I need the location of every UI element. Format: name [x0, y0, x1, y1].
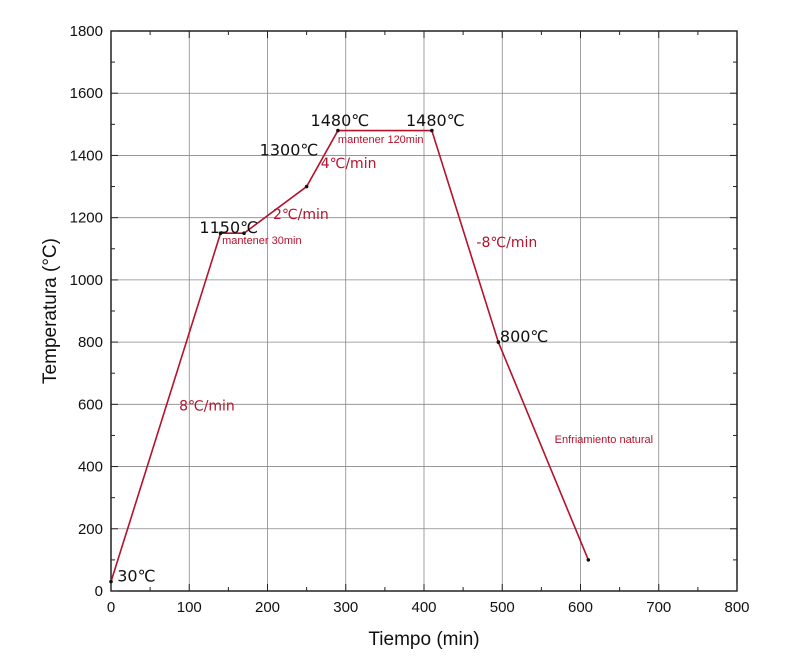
- y-tick-labels: 0 200 400 600 800 1000 1200 1400 1600 1800: [70, 23, 103, 600]
- y-tick-label: 1800: [70, 23, 103, 40]
- annotations: 30℃ 1150℃ 1300℃ 1480℃ 1480℃ 800℃ 8℃/min 2℃/min 4…: [117, 111, 653, 586]
- hold-label: mantener 120min: [338, 134, 424, 146]
- data-point: [336, 128, 340, 133]
- x-tick-label: 600: [568, 599, 593, 616]
- y-tick-label: 1200: [70, 210, 103, 227]
- x-tick-label: 200: [255, 599, 280, 616]
- y-tick-label: 400: [78, 459, 103, 476]
- grid: [110, 30, 738, 592]
- temperature-label: 1150℃: [199, 218, 258, 237]
- data-point: [304, 184, 309, 189]
- temperature-label: 1480℃: [311, 111, 370, 130]
- y-tick-label: 1400: [70, 147, 103, 164]
- temperature-label: 800℃: [500, 327, 549, 346]
- y-tick-label: 1600: [70, 85, 103, 102]
- rate-label: 2℃/min: [273, 207, 329, 223]
- x-tick-label: 800: [724, 599, 749, 616]
- x-tick-label: 700: [646, 599, 671, 616]
- data-point: [430, 128, 434, 133]
- y-axis-title: Temperatura (°C): [40, 238, 61, 384]
- tick-marks: [110, 30, 738, 592]
- x-tick-label: 100: [177, 599, 202, 616]
- x-tick-label: 400: [411, 599, 436, 616]
- data-point: [496, 340, 501, 344]
- x-axis-title: Tiempo (min): [368, 629, 479, 650]
- y-tick-label: 600: [78, 396, 103, 413]
- data-point: [242, 231, 246, 236]
- x-tick-labels: 0 100 200 300 400 500 600 700 800: [107, 599, 750, 616]
- temperature-label: 1480℃: [406, 111, 465, 130]
- series-line: [110, 129, 590, 582]
- y-tick-label: 800: [78, 334, 103, 351]
- data-point: [586, 558, 591, 562]
- data-point: [218, 231, 223, 236]
- rate-label: 8℃/min: [179, 399, 235, 415]
- y-tick-label: 1000: [70, 272, 103, 289]
- y-tick-label: 200: [78, 521, 103, 538]
- x-tick-label: 500: [490, 599, 515, 616]
- temperature-label: 30℃: [117, 567, 155, 586]
- data-point: [109, 579, 113, 584]
- x-tick-label: 0: [107, 599, 115, 616]
- x-tick-label: 300: [333, 599, 358, 616]
- hold-label: Enfriamiento natural: [555, 434, 653, 446]
- y-tick-label: 0: [95, 583, 103, 600]
- rate-label: -8℃/min: [476, 235, 537, 251]
- temperature-label: 1300℃: [260, 140, 319, 159]
- hold-label: mantener 30min: [222, 235, 301, 247]
- series: [109, 128, 591, 584]
- rate-label: 4℃/min: [321, 156, 377, 172]
